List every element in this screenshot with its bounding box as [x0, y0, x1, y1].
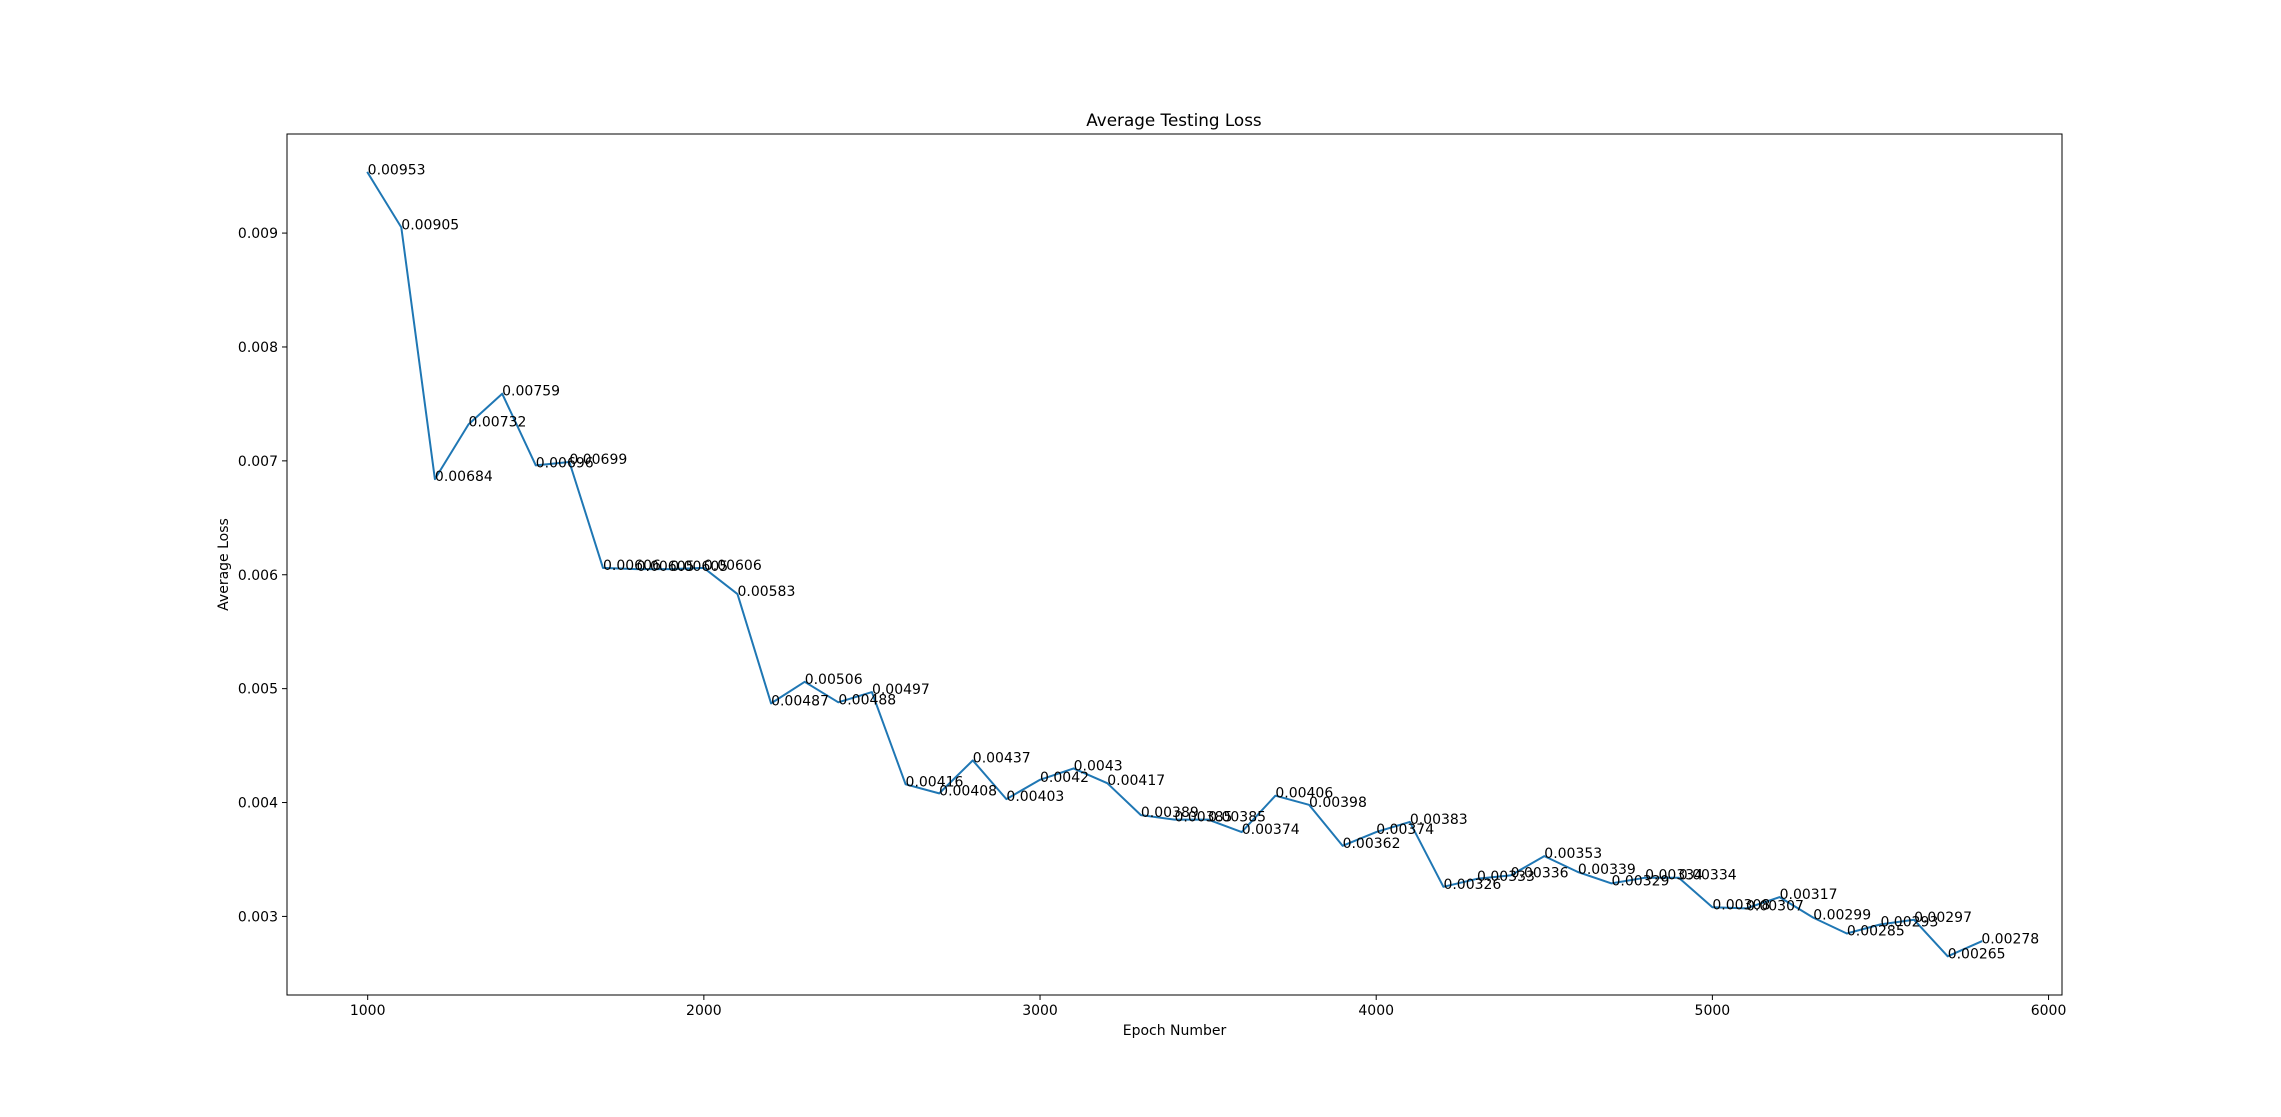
data-label: 0.00265: [1948, 946, 2006, 962]
data-label-layer: 0.00953 0.00905 0.00684 0.00732 0.00759 0.006…: [368, 163, 2040, 963]
y-tick-label: 0.004: [238, 796, 278, 812]
y-tick-label: 0.003: [238, 909, 278, 925]
data-label: 0.00293: [1880, 914, 1938, 930]
data-label: 0.00334: [1645, 868, 1703, 884]
data-label: 0.0043: [1074, 758, 1123, 774]
data-label: 0.00605: [637, 559, 695, 575]
series-layer: [366, 171, 1983, 958]
data-label: 0.00497: [872, 682, 930, 698]
data-label: 0.00437: [973, 750, 1031, 766]
x-tick-label: 6000: [2031, 1003, 2067, 1019]
data-label: 0.00417: [1107, 773, 1165, 789]
x-tick-label: 4000: [1358, 1003, 1394, 1019]
data-label: 0.00699: [569, 452, 627, 468]
data-label: 0.00329: [1612, 873, 1670, 889]
data-label: 0.00953: [368, 163, 426, 179]
data-label: 0.00732: [469, 414, 527, 430]
data-label: 0.00374: [1376, 822, 1434, 838]
data-label: 0.00389: [1141, 805, 1199, 821]
y-tick-label: 0.007: [238, 454, 278, 470]
data-label: 0.00299: [1813, 908, 1871, 924]
data-label: 0.00408: [939, 783, 997, 799]
series-line: [366, 171, 1983, 958]
data-label: 0.00696: [536, 455, 594, 471]
data-label: 0.00285: [1847, 924, 1905, 940]
data-label: 0.00353: [1544, 846, 1602, 862]
data-label: 0.00307: [1746, 898, 1804, 914]
data-label: 0.00278: [1981, 931, 2039, 947]
y-tick-label: 0.008: [238, 340, 278, 356]
data-label: 0.00336: [1511, 865, 1569, 881]
data-label: 0.00385: [1208, 810, 1266, 826]
chart-title: Average Testing Loss: [1086, 110, 1261, 130]
data-label: 0.00403: [1006, 789, 1064, 805]
data-label: 0.00297: [1914, 910, 1972, 926]
data-label: 0.00317: [1780, 887, 1838, 903]
data-label: 0.00339: [1578, 862, 1636, 878]
y-axis: 0.003 0.004 0.005 0.006 0.007 0.008 0.009: [238, 226, 287, 925]
data-label: 0.00684: [435, 469, 493, 485]
data-label: 0.00326: [1443, 877, 1501, 893]
plot-frame: [286, 133, 2063, 996]
y-tick-label: 0.009: [238, 226, 278, 242]
x-axis-label: Epoch Number: [1123, 1023, 1227, 1039]
data-label: 0.00416: [906, 774, 964, 790]
data-label: 0.00308: [1712, 897, 1770, 913]
data-label: 0.00759: [502, 384, 560, 400]
y-tick-label: 0.006: [238, 568, 278, 584]
y-tick-label: 0.005: [238, 682, 278, 698]
data-label: 0.00606: [603, 558, 661, 574]
data-label: 0.00606: [704, 558, 762, 574]
x-tick-label: 3000: [1022, 1003, 1058, 1019]
data-label: 0.00605: [670, 559, 728, 575]
data-label: 0.00333: [1477, 869, 1535, 885]
data-label: 0.00334: [1679, 868, 1737, 884]
data-label: 0.00385: [1175, 810, 1233, 826]
x-axis: 1000 2000 3000 4000 5000 6000: [350, 995, 2067, 1019]
data-label: 0.00488: [838, 692, 896, 708]
x-tick-label: 2000: [686, 1003, 722, 1019]
x-tick-label: 5000: [1695, 1003, 1731, 1019]
data-label: 0.00406: [1275, 786, 1333, 802]
y-axis-label: Average Loss: [216, 518, 232, 611]
data-label: 0.00583: [737, 584, 795, 600]
data-label: 0.00362: [1343, 836, 1401, 852]
data-label: 0.00374: [1242, 822, 1300, 838]
data-label: 0.0042: [1040, 770, 1089, 786]
data-label: 0.00487: [771, 693, 829, 709]
data-label: 0.00398: [1309, 795, 1367, 811]
data-label: 0.00383: [1410, 812, 1468, 828]
x-tick-label: 1000: [350, 1003, 386, 1019]
data-label: 0.00506: [805, 672, 863, 688]
data-label: 0.00905: [401, 217, 459, 233]
